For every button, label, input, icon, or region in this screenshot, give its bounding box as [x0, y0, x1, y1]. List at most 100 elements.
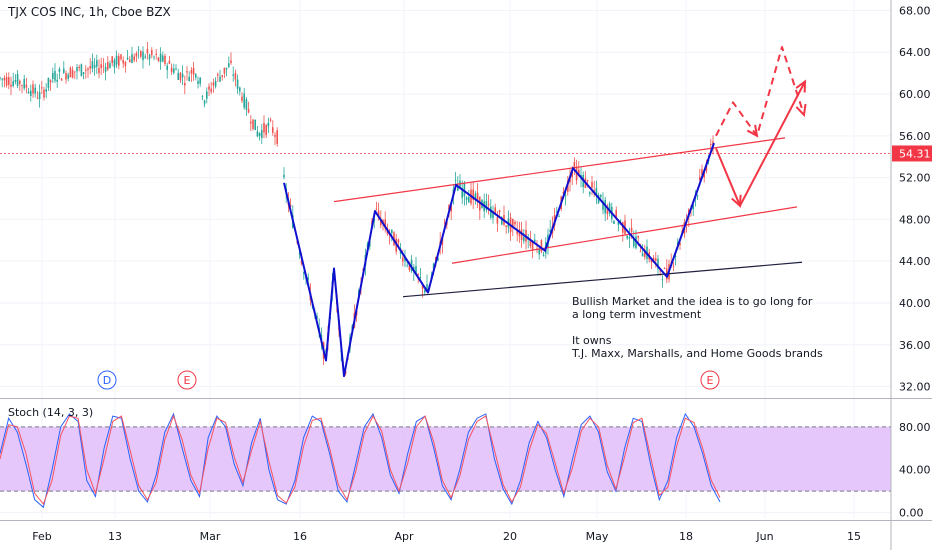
candle-b-body-9	[303, 272, 305, 274]
support-line[interactable]	[402, 261, 803, 298]
candle-a-body-21	[45, 89, 47, 92]
candle-a-body-39	[85, 69, 87, 71]
event-marker-2[interactable]	[700, 370, 720, 390]
candle-b-body-8	[300, 259, 303, 264]
forecast-dashed-arrowhead[interactable]	[795, 103, 807, 118]
forecast-dashed-arrow[interactable]	[715, 46, 805, 137]
stoch-label[interactable]: Stoch (14, 3, 3)	[8, 406, 94, 419]
y-tick-label-6: 44.00	[899, 255, 931, 268]
candle-a-body-10	[21, 85, 23, 86]
candle-a-body-65	[142, 51, 144, 61]
candle-a-body-41	[89, 66, 91, 69]
y-tick-label-5: 48.00	[899, 213, 931, 226]
candle-b-body-194	[710, 144, 712, 145]
candle-a-body-15	[32, 84, 34, 94]
candle-b-body-144	[600, 195, 602, 198]
candle-b-body-189	[699, 176, 701, 181]
candle-b-body-88	[476, 192, 479, 203]
candle-a-body-7	[14, 80, 17, 82]
stoch-band	[0, 426, 891, 492]
candle-b-body-118	[542, 254, 545, 257]
candle-a-body-30	[65, 73, 67, 80]
candle-b-body-173	[663, 268, 666, 269]
candle-a-body-121	[265, 125, 267, 136]
candle-a-body-95	[208, 86, 210, 90]
candle-b-body-145	[602, 201, 604, 211]
candle-b-body-138	[586, 180, 589, 182]
candle-a-body-2	[3, 77, 6, 81]
candle-a-body-111	[243, 93, 245, 108]
candle-b-body-99	[501, 217, 503, 225]
candle-a-body-35	[76, 67, 78, 72]
channel-lower-line[interactable]	[451, 206, 798, 264]
candle-a-body-106	[232, 74, 234, 76]
event-marker-1[interactable]	[177, 370, 197, 390]
wave-pattern-line[interactable]	[283, 142, 715, 378]
candle-b-body-164	[644, 249, 646, 258]
candle-b-body-106	[516, 229, 518, 235]
x-tick-label-8: Jun	[755, 530, 773, 543]
candle-b-body-45	[382, 219, 384, 223]
stoch-series-0	[0, 412, 721, 509]
candle-b-body-128	[564, 195, 567, 197]
candle-b-body-93	[487, 203, 490, 206]
x-tick-label-2: Mar	[200, 530, 221, 543]
candle-b-body-178	[674, 256, 677, 258]
forecast-down-arrowhead[interactable]	[731, 194, 742, 208]
candle-a-body-97	[212, 82, 215, 86]
candle-b-body-186	[692, 204, 694, 210]
candle-a-body-14	[30, 90, 32, 97]
note-annotation[interactable]: Bullish Market and the idea is to go lon…	[572, 295, 823, 360]
candle-a-body-123	[269, 119, 272, 121]
candle-a-body-26	[56, 79, 58, 82]
candle-b-body-150	[613, 220, 615, 224]
candle-a-body-107	[234, 72, 237, 80]
candle-b-body-161	[637, 235, 639, 238]
candle-b-body-3	[289, 205, 292, 207]
candle-a-body-0	[0, 77, 1, 79]
candle-a-body-104	[228, 63, 230, 68]
candle-a-body-124	[272, 127, 274, 133]
candle-a-body-115	[252, 119, 254, 129]
x-tick-label-5: 20	[503, 530, 517, 543]
candle-b-body-95	[492, 210, 494, 219]
candle-b-body-152	[617, 222, 620, 225]
forecast-solid-arrow[interactable]	[715, 81, 806, 207]
forecast-dashed-down-arrowhead[interactable]	[746, 124, 759, 138]
candle-a-body-63	[137, 49, 140, 51]
candle-a-body-38	[82, 72, 85, 75]
stoch-series-1	[0, 414, 721, 506]
candle-b-body-79	[457, 186, 459, 191]
candle-a-body-108	[236, 79, 239, 89]
candle-b-body-190	[701, 169, 703, 175]
event-marker-label-1: E	[184, 374, 191, 387]
candle-a-body-32	[69, 67, 72, 78]
candle-a-body-86	[188, 76, 190, 81]
candle-b-body-124	[556, 211, 558, 213]
candle-a-body-125	[274, 134, 276, 137]
candle-a-body-17	[36, 97, 39, 99]
event-marker-label-0: D	[103, 374, 111, 387]
event-marker-0[interactable]	[97, 370, 117, 390]
candle-b-body-81	[461, 188, 463, 198]
forecast-solid-arrowhead[interactable]	[795, 79, 807, 93]
candle-b-body-147	[606, 206, 609, 215]
stoch-tick-label-0: 80.00	[899, 421, 931, 434]
candle-b-body-125	[558, 215, 560, 217]
candle-b-body-117	[540, 240, 543, 252]
channel-upper-line[interactable]	[333, 137, 786, 203]
candle-b-body-56	[406, 264, 408, 266]
candle-b-body-60	[415, 266, 417, 275]
candle-a-body-48	[104, 67, 107, 72]
candle-a-body-81	[177, 72, 179, 80]
candle-a-body-60	[131, 54, 133, 64]
candle-a-body-9	[19, 80, 21, 84]
drawings[interactable]	[0, 46, 891, 378]
last-price-tag	[892, 145, 932, 162]
candle-a-body-98	[214, 80, 217, 87]
symbol-title[interactable]: TJX COS INC, 1h, Cboe BZX	[8, 5, 171, 19]
y-tick-label-1: 64.00	[899, 46, 931, 59]
